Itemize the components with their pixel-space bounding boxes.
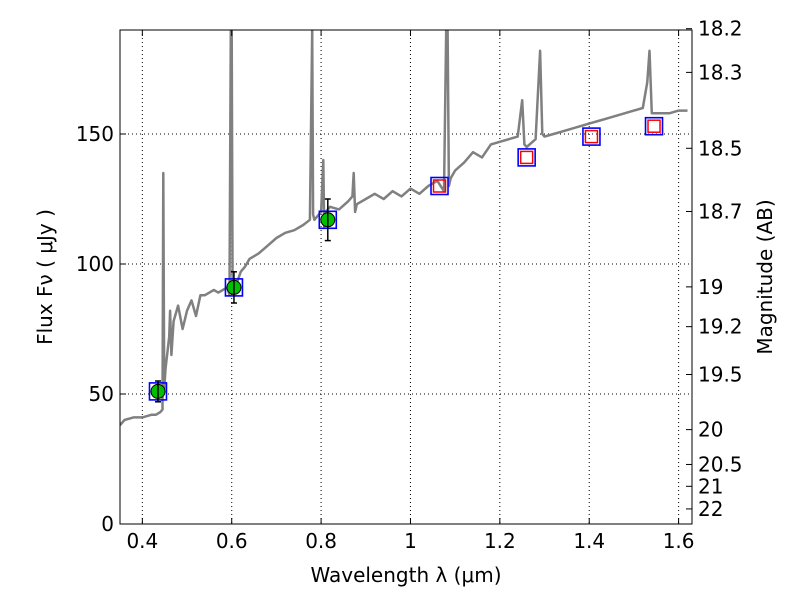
right-tick-label: 20.5 xyxy=(698,452,743,476)
model-point-box xyxy=(517,148,536,167)
right-tick-label: 18.2 xyxy=(698,17,743,41)
right-tick-label: 22 xyxy=(698,497,723,521)
ticks-layer: 0.4 0.6 0.8 1 1.2 1.4 1.6 0 50 100 150 18.2 18.3 18.5… xyxy=(76,17,743,553)
y-tick-label: 50 xyxy=(89,382,114,406)
right-tick-label: 19.2 xyxy=(698,315,743,339)
x-tick-label: 1.6 xyxy=(663,529,695,553)
grid-layer xyxy=(120,30,692,524)
spectrum-layer xyxy=(120,30,688,427)
right-tick-label: 20 xyxy=(698,418,723,442)
upper-limit-point xyxy=(584,129,599,144)
y-tick-label: 0 xyxy=(101,512,114,536)
right-tick-label: 18.7 xyxy=(698,199,743,223)
right-tick-label: 21 xyxy=(698,474,723,498)
x-tick-label: 0.4 xyxy=(126,529,158,553)
y-axis-label: Flux Fν ( μJy ) xyxy=(33,209,57,345)
points-layer xyxy=(148,116,664,403)
y-tick-label: 150 xyxy=(76,122,114,146)
right-axis-label: Magnitude (AB) xyxy=(753,199,777,354)
plot-frame xyxy=(119,29,693,525)
upper-limit-point xyxy=(519,150,534,165)
right-tick-label: 18.5 xyxy=(698,136,743,160)
model-point-box xyxy=(430,176,449,196)
right-tick-label: 19.5 xyxy=(698,363,743,387)
right-tick-label: 18.3 xyxy=(698,60,743,84)
model-point-box xyxy=(582,127,601,146)
y-tick-label: 100 xyxy=(76,252,114,276)
x-tick-label: 1.2 xyxy=(484,529,516,553)
x-tick-label: 1.4 xyxy=(573,529,605,553)
upper-limit-point xyxy=(647,119,661,133)
model-point-box xyxy=(644,116,664,136)
upper-limit-point xyxy=(432,179,447,193)
spectrum-line xyxy=(120,30,688,427)
x-tick-label: 0.8 xyxy=(305,529,337,553)
x-tick-label: 0.6 xyxy=(216,529,248,553)
x-axis-label: Wavelength λ (μm) xyxy=(310,563,501,587)
right-tick-label: 19 xyxy=(698,275,723,299)
x-tick-label: 1 xyxy=(404,529,417,553)
